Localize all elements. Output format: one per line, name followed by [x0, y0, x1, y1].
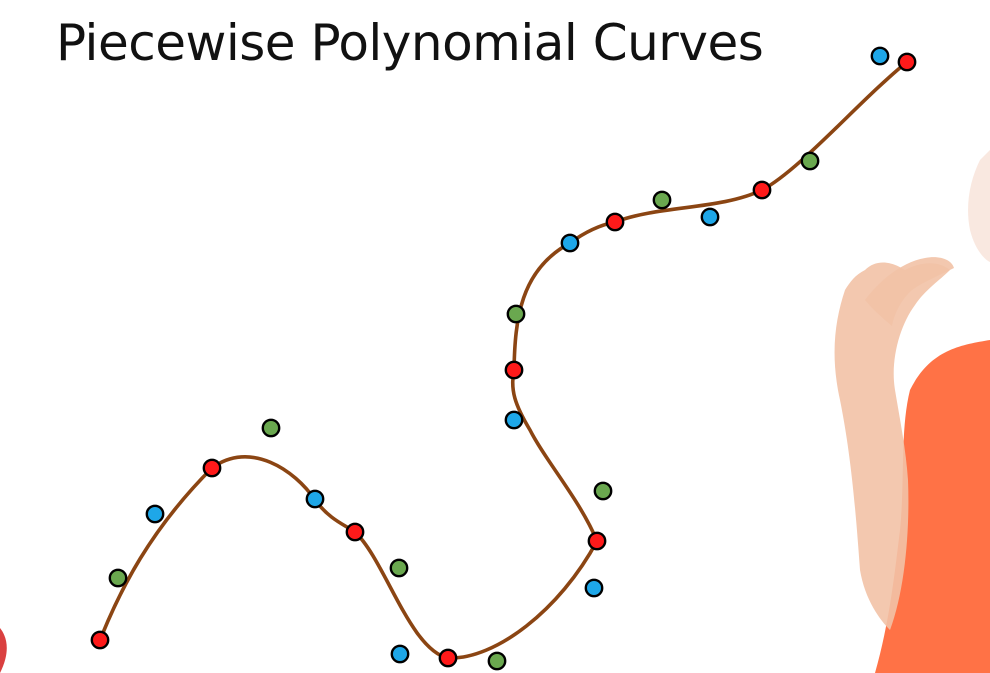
- presenter-hand: [865, 257, 954, 326]
- knot-point: [752, 180, 772, 200]
- control-point: [108, 568, 128, 588]
- control-point: [870, 46, 890, 66]
- presenter-shirt: [875, 340, 990, 673]
- knot-point: [504, 360, 524, 380]
- control-point: [390, 644, 410, 664]
- knot-point: [587, 531, 607, 551]
- control-point: [506, 304, 526, 324]
- knot-point: [202, 458, 222, 478]
- piecewise-curve: [98, 60, 909, 660]
- control-point: [261, 418, 281, 438]
- presenter-figure: [834, 150, 990, 673]
- knot-point: [345, 522, 365, 542]
- control-point: [652, 190, 672, 210]
- control-point: [504, 410, 524, 430]
- control-point: [800, 151, 820, 171]
- slide-title: Piecewise Polynomial Curves: [56, 14, 764, 72]
- knot-point: [438, 648, 458, 668]
- control-point: [145, 504, 165, 524]
- control-point: [389, 558, 409, 578]
- control-points-green: [108, 151, 820, 671]
- control-point: [305, 489, 325, 509]
- presenter-head: [968, 150, 990, 262]
- presenter-arm: [834, 262, 950, 630]
- knot-point: [605, 212, 625, 232]
- knot-point: [897, 52, 917, 72]
- control-point: [593, 481, 613, 501]
- control-point: [700, 207, 720, 227]
- corner-accent-shape: [0, 628, 7, 673]
- control-point: [584, 578, 604, 598]
- control-point: [560, 233, 580, 253]
- control-point: [487, 651, 507, 671]
- corner-accent: [0, 628, 7, 673]
- control-points-blue: [145, 46, 890, 664]
- knot-points: [90, 52, 917, 668]
- knot-point: [90, 630, 110, 650]
